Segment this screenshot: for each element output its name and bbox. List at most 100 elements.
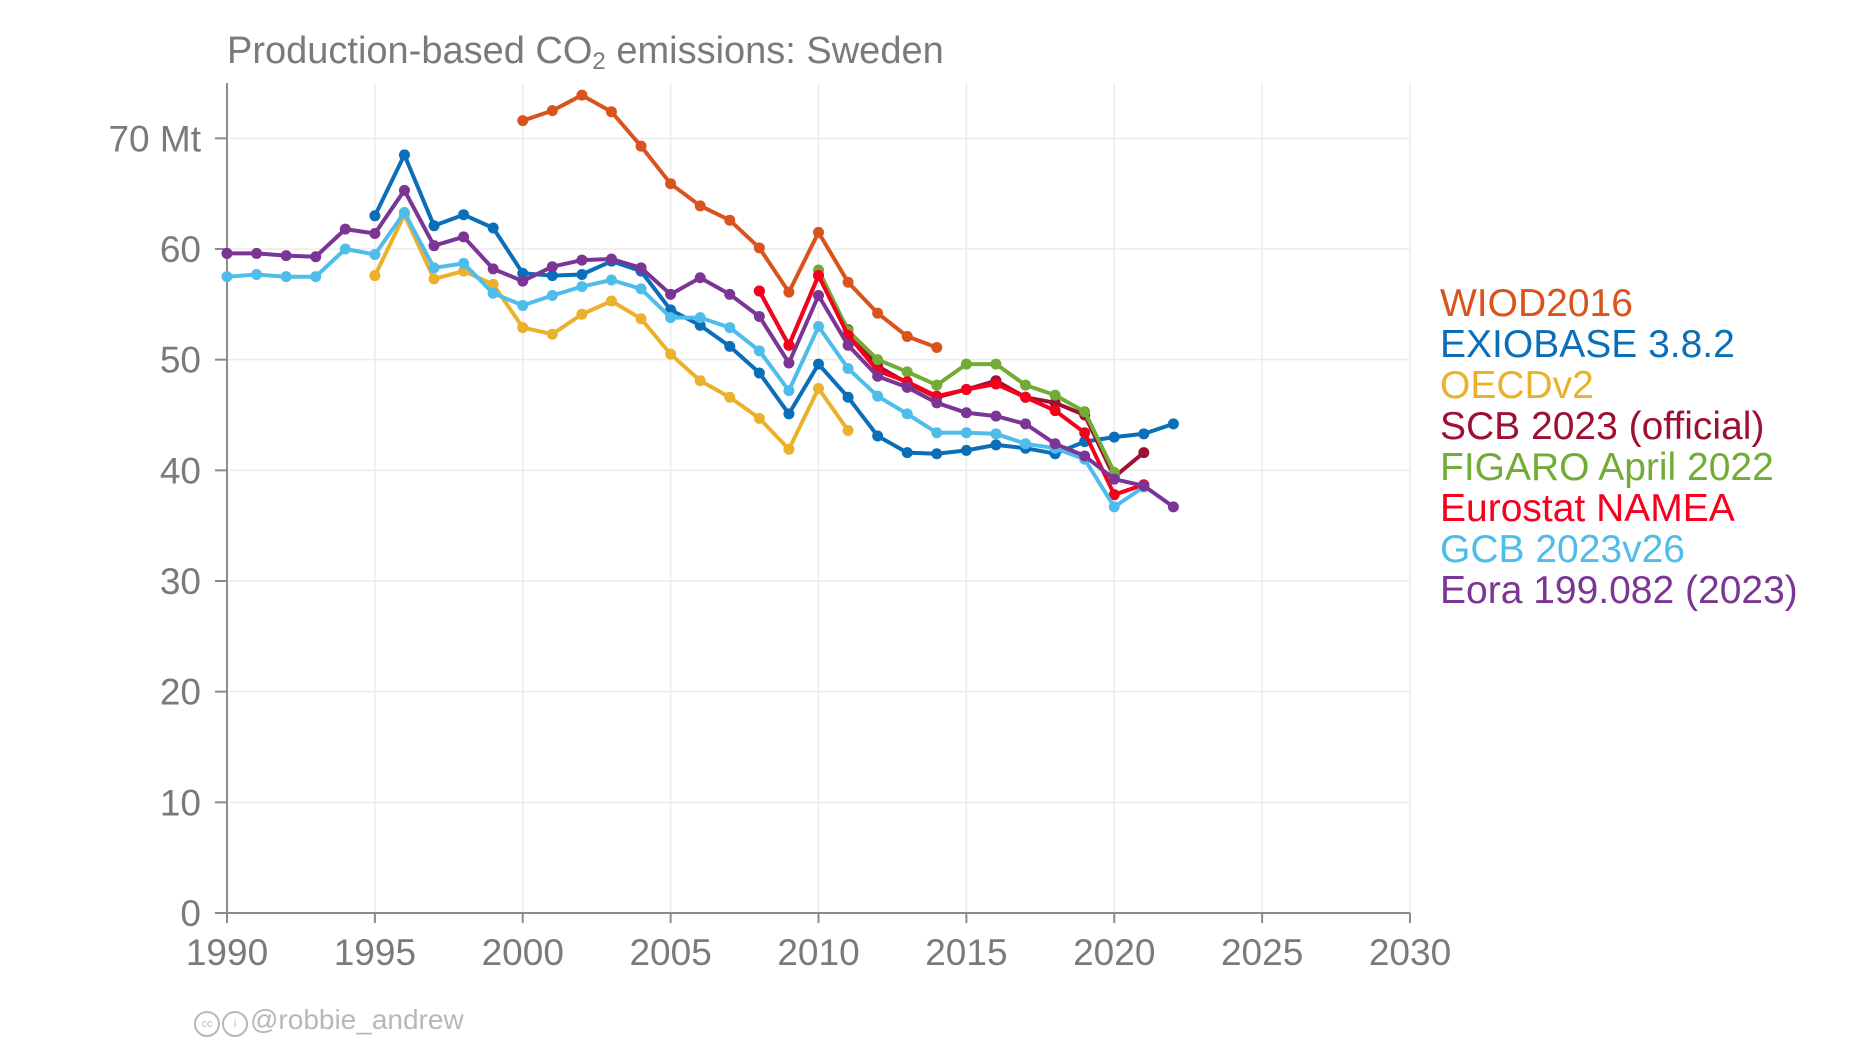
data-point bbox=[753, 242, 765, 254]
y-tick-label: 20 bbox=[160, 672, 201, 713]
data-point bbox=[724, 288, 736, 300]
legend-item: Eora 199.082 (2023) bbox=[1440, 569, 1798, 612]
x-tick-label: 2015 bbox=[925, 932, 1007, 973]
x-tick-label: 1990 bbox=[186, 932, 268, 973]
data-point bbox=[694, 312, 706, 324]
data-point bbox=[960, 427, 972, 439]
data-point bbox=[576, 281, 588, 293]
data-point bbox=[1108, 473, 1120, 485]
data-point bbox=[221, 247, 233, 259]
data-point bbox=[1138, 428, 1150, 440]
data-point bbox=[813, 226, 824, 238]
data-point bbox=[310, 271, 322, 283]
data-point bbox=[369, 228, 381, 240]
data-point bbox=[813, 320, 824, 332]
data-point bbox=[901, 408, 913, 420]
data-point bbox=[990, 378, 1002, 390]
data-point bbox=[458, 231, 470, 243]
axes: 1990 1995 2000 2005 2010 2015 2020 2025 20300102… bbox=[108, 83, 1451, 973]
data-point bbox=[842, 276, 854, 288]
series-line bbox=[757, 273, 1146, 497]
data-point bbox=[931, 379, 943, 391]
data-point bbox=[546, 261, 558, 273]
grid-lines bbox=[227, 83, 1411, 913]
data-point bbox=[1138, 480, 1150, 492]
data-point bbox=[694, 272, 706, 284]
data-point bbox=[1049, 405, 1061, 417]
data-point bbox=[872, 430, 884, 442]
data-point bbox=[339, 223, 351, 235]
data-point bbox=[635, 140, 647, 152]
data-point bbox=[783, 443, 795, 455]
data-point bbox=[1079, 406, 1091, 418]
data-point bbox=[458, 209, 470, 221]
x-tick-label: 2000 bbox=[482, 932, 564, 973]
data-point bbox=[783, 286, 795, 298]
y-tick-label: 30 bbox=[160, 561, 201, 602]
credit-handle: @robbie_andrew bbox=[250, 1004, 464, 1035]
data-point bbox=[546, 289, 558, 301]
data-point bbox=[872, 370, 884, 382]
data-point bbox=[665, 178, 677, 190]
data-point bbox=[665, 288, 677, 300]
y-tick-label: 40 bbox=[160, 450, 201, 491]
data-point bbox=[605, 295, 617, 307]
data-point bbox=[517, 299, 529, 311]
data-point bbox=[280, 271, 292, 283]
data-point bbox=[753, 285, 765, 297]
legend-item: OECDv2 bbox=[1440, 364, 1594, 407]
data-point bbox=[694, 375, 706, 387]
data-point bbox=[960, 384, 972, 396]
x-tick-label: 2025 bbox=[1221, 932, 1303, 973]
data-point bbox=[576, 308, 588, 320]
data-point bbox=[635, 283, 647, 295]
chart-legend: WIOD2016 EXIOBASE 3.8.2 OECDv2 SCB 2023 (of… bbox=[1440, 283, 1798, 611]
data-point bbox=[428, 240, 440, 252]
data-point bbox=[694, 200, 706, 212]
data-point bbox=[901, 447, 913, 459]
series-lines bbox=[221, 89, 1179, 513]
data-point bbox=[931, 448, 943, 460]
data-point bbox=[842, 363, 854, 375]
creative-commons-icon: cc bbox=[194, 1011, 220, 1037]
data-point bbox=[428, 220, 440, 232]
data-point bbox=[428, 273, 440, 285]
series-line bbox=[372, 212, 851, 452]
legend-item: FIGARO April 2022 bbox=[1440, 446, 1774, 489]
data-point bbox=[842, 391, 854, 403]
chart-title-subscript: 2 bbox=[592, 48, 606, 75]
data-point bbox=[546, 328, 558, 340]
series-exiobase-3-8-2 bbox=[369, 149, 1179, 460]
data-point bbox=[1020, 438, 1032, 450]
data-point bbox=[251, 247, 263, 259]
data-point bbox=[753, 412, 765, 424]
data-point bbox=[1108, 489, 1120, 501]
data-point bbox=[753, 367, 765, 379]
data-point bbox=[1079, 450, 1091, 462]
series-figaro-april-2022 bbox=[813, 264, 1120, 479]
chart-title: Production-based CO2 emissions: Sweden bbox=[227, 30, 944, 76]
data-point bbox=[990, 358, 1002, 370]
data-point bbox=[783, 385, 795, 397]
data-point bbox=[280, 250, 292, 262]
data-point bbox=[517, 267, 529, 279]
data-point bbox=[960, 444, 972, 456]
data-point bbox=[635, 262, 647, 274]
series-wiod2016 bbox=[517, 89, 943, 353]
x-tick-label: 2005 bbox=[629, 932, 711, 973]
chart-title-suffix: emissions: Sweden bbox=[605, 30, 944, 72]
data-point bbox=[1138, 447, 1150, 459]
data-point bbox=[783, 339, 795, 351]
data-point bbox=[1020, 418, 1032, 430]
data-point bbox=[398, 184, 410, 196]
data-point bbox=[1167, 418, 1179, 430]
data-point bbox=[369, 249, 381, 261]
y-tick-label: 60 bbox=[160, 229, 201, 270]
data-point bbox=[813, 289, 824, 301]
x-tick-label: 2030 bbox=[1369, 932, 1451, 973]
data-point bbox=[517, 115, 529, 127]
data-point bbox=[576, 89, 588, 101]
legend-item: WIOD2016 bbox=[1440, 282, 1633, 325]
data-point bbox=[724, 322, 736, 334]
data-point bbox=[605, 274, 617, 286]
